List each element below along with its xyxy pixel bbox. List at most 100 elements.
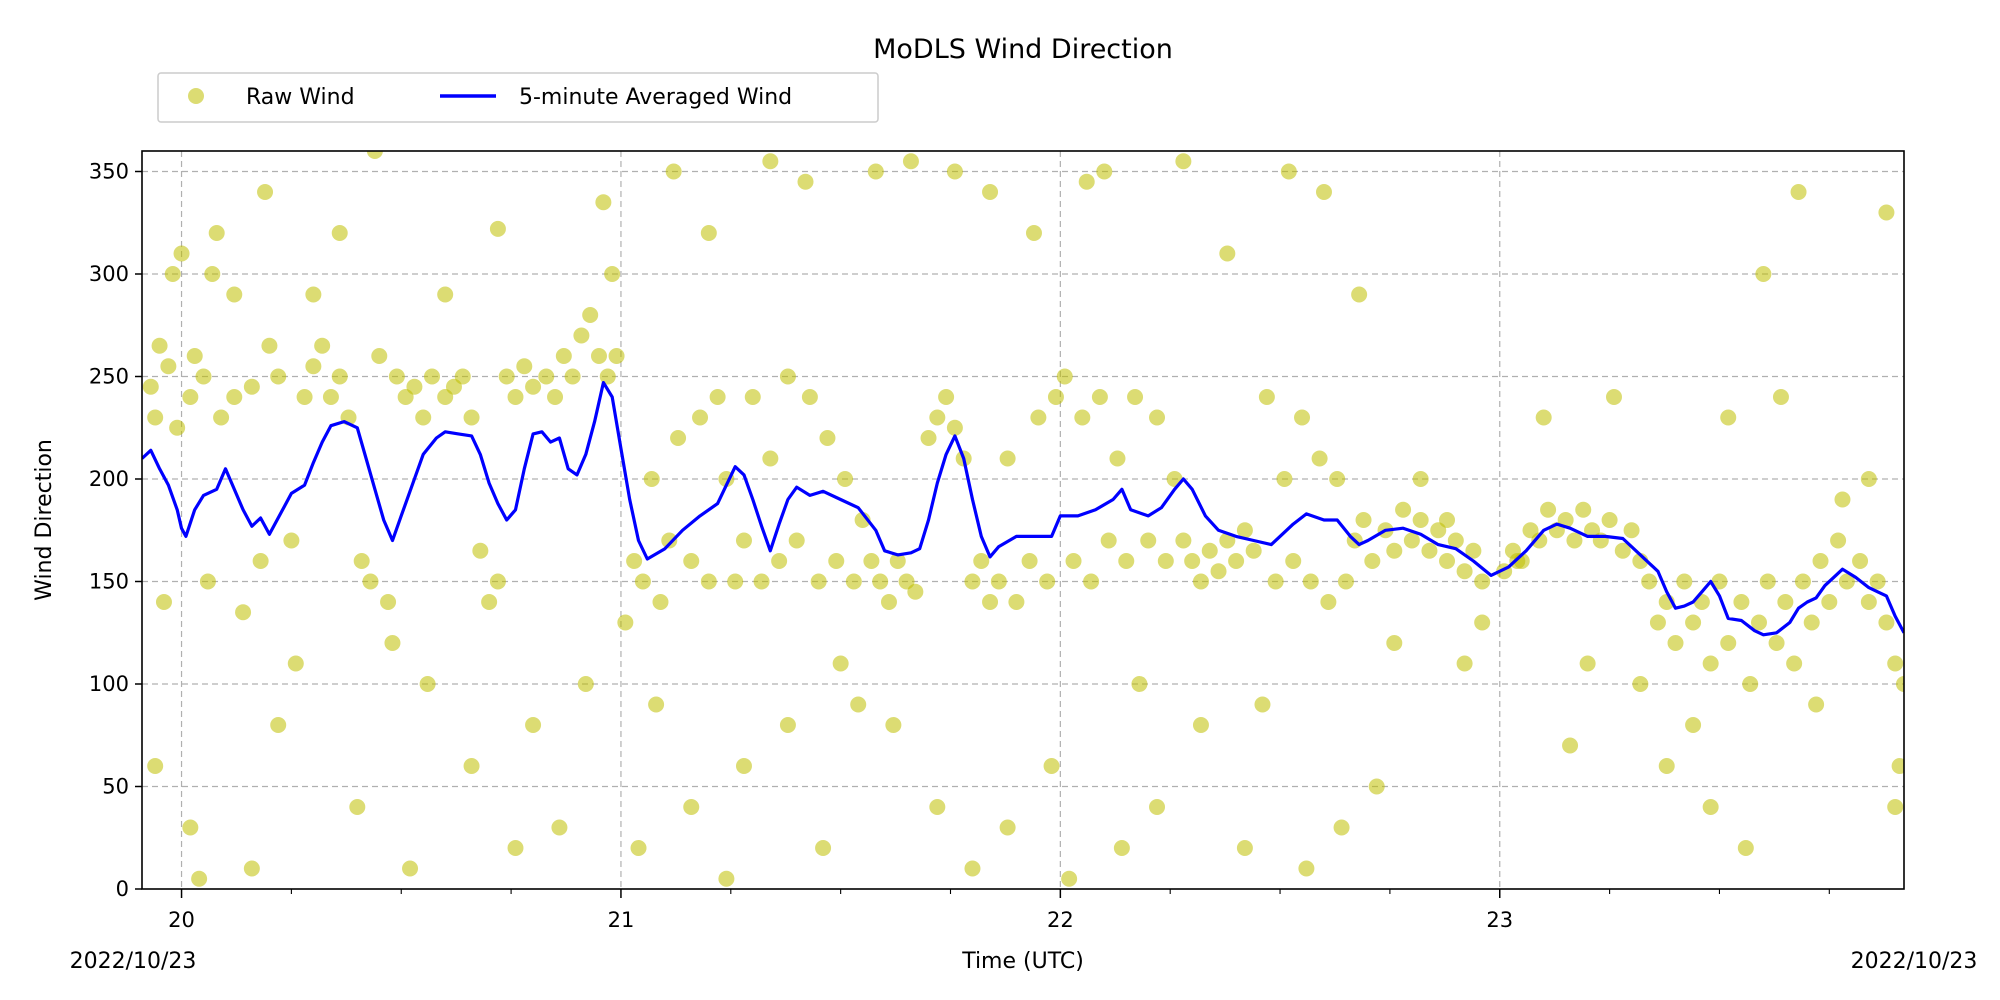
raw-wind-point xyxy=(283,532,300,549)
raw-wind-point xyxy=(867,163,884,180)
raw-wind-point xyxy=(1039,573,1056,590)
raw-wind-point xyxy=(1337,573,1354,590)
raw-wind-point xyxy=(1386,542,1403,559)
raw-wind-point xyxy=(1298,860,1315,877)
raw-wind-point xyxy=(1100,532,1117,549)
raw-wind-point xyxy=(902,153,919,170)
raw-wind-point xyxy=(577,676,594,692)
raw-wind-point xyxy=(1474,573,1491,590)
raw-wind-point xyxy=(1535,409,1552,426)
raw-wind-point xyxy=(1065,553,1082,569)
raw-wind-point xyxy=(1750,614,1767,631)
raw-wind-point xyxy=(1838,573,1855,590)
raw-wind-point xyxy=(1043,758,1060,774)
raw-wind-point xyxy=(1219,245,1236,262)
raw-wind-point xyxy=(243,378,260,395)
raw-wind-point xyxy=(182,819,199,836)
raw-wind-point xyxy=(1025,225,1042,241)
raw-wind-point xyxy=(1711,573,1728,590)
raw-wind-point xyxy=(322,389,339,405)
legend-box xyxy=(157,72,879,123)
raw-wind-point xyxy=(1395,501,1412,518)
raw-wind-point xyxy=(1540,501,1557,518)
raw-wind-point xyxy=(1254,696,1271,713)
raw-wind-point xyxy=(973,553,990,569)
raw-wind-point xyxy=(314,337,331,354)
raw-wind-point xyxy=(727,573,744,590)
raw-wind-point xyxy=(287,655,304,672)
raw-wind-point xyxy=(683,799,700,815)
raw-wind-point xyxy=(481,594,498,610)
raw-wind-point xyxy=(1562,737,1579,754)
x-axis: 20 21 22 23 xyxy=(168,889,1830,932)
raw-wind-point xyxy=(226,389,243,405)
raw-wind-point xyxy=(604,266,621,282)
averaged-wind-line-group xyxy=(142,381,1904,637)
raw-wind-point xyxy=(630,840,647,856)
raw-wind-point xyxy=(819,430,836,446)
raw-wind-point xyxy=(402,860,419,877)
raw-wind-point xyxy=(296,389,313,405)
raw-wind-point xyxy=(472,542,489,559)
raw-wind-point xyxy=(199,573,216,590)
raw-wind-point xyxy=(771,553,788,569)
raw-wind-point xyxy=(507,840,524,856)
raw-wind-point xyxy=(788,532,805,549)
raw-wind-point xyxy=(1175,153,1192,170)
raw-wind-point xyxy=(801,389,818,405)
raw-wind-point xyxy=(538,368,555,385)
raw-wind-point xyxy=(1447,532,1464,549)
chart-title: MoDLS Wind Direction xyxy=(873,34,1173,65)
raw-wind-point xyxy=(305,286,322,303)
raw-wind-point xyxy=(1720,409,1737,426)
raw-wind-point xyxy=(810,573,827,590)
raw-wind-point xyxy=(617,614,634,631)
raw-wind-point xyxy=(1149,799,1166,815)
raw-wind-point xyxy=(573,327,590,344)
raw-wind-point xyxy=(362,573,379,590)
raw-wind-point xyxy=(1658,758,1675,774)
raw-wind-point xyxy=(1456,655,1473,672)
raw-wind-point xyxy=(837,471,854,487)
raw-wind-point xyxy=(700,225,717,241)
raw-wind-point xyxy=(1315,184,1332,200)
raw-wind-point xyxy=(1412,512,1429,528)
raw-wind-point xyxy=(1733,594,1750,610)
raw-wind-point xyxy=(1276,471,1293,487)
raw-wind-point xyxy=(1210,563,1227,580)
raw-wind-point xyxy=(1878,204,1895,221)
y-tick-label: 350 xyxy=(89,160,129,184)
raw-wind-point xyxy=(270,368,287,385)
raw-wind-point xyxy=(608,348,625,364)
raw-wind-point xyxy=(718,870,735,887)
raw-wind-point xyxy=(270,717,287,733)
raw-wind-point xyxy=(845,573,862,590)
raw-wind-point xyxy=(406,378,423,395)
raw-wind-point xyxy=(1830,532,1847,549)
raw-wind-point xyxy=(191,870,208,887)
raw-wind-point xyxy=(1808,696,1825,713)
raw-wind-point xyxy=(516,358,533,375)
raw-wind-point xyxy=(1755,266,1772,282)
raw-wind-point xyxy=(252,553,269,569)
raw-wind-point xyxy=(243,860,260,877)
raw-wind-point xyxy=(1118,553,1135,569)
raw-wind-point xyxy=(999,450,1016,467)
raw-wind-point xyxy=(1869,573,1886,590)
raw-wind-point xyxy=(195,368,212,385)
raw-wind-point xyxy=(1228,553,1245,569)
legend: Raw Wind 5-minute Averaged Wind xyxy=(157,72,879,123)
raw-wind-point xyxy=(872,573,889,590)
raw-wind-point xyxy=(1878,614,1895,631)
raw-wind-point xyxy=(164,266,181,282)
raw-wind-point xyxy=(1083,573,1100,590)
raw-wind-point xyxy=(1157,553,1174,569)
raw-wind-point xyxy=(907,583,924,600)
raw-wind-point xyxy=(999,819,1016,836)
raw-wind-point xyxy=(880,594,897,610)
raw-wind-point xyxy=(1456,563,1473,580)
x-tick-label: 21 xyxy=(608,908,635,932)
raw-wind-point xyxy=(366,151,383,159)
raw-wind-point xyxy=(1294,409,1311,426)
